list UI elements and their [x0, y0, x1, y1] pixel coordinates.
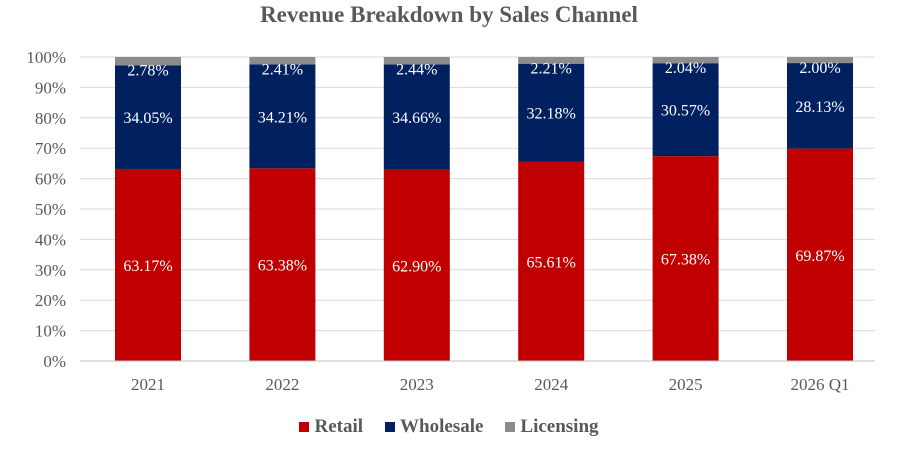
legend-item-wholesale: Wholesale	[385, 416, 483, 438]
bar-licensing	[115, 57, 181, 66]
y-tick-label: 10%	[35, 322, 66, 341]
data-label-licensing: 2.78%	[127, 62, 168, 79]
bar-retail	[249, 168, 316, 361]
y-tick-label: 20%	[35, 291, 66, 310]
bar-wholesale	[787, 63, 853, 149]
legend-label-retail: Retail	[314, 416, 364, 437]
legend-swatch-retail	[299, 422, 310, 432]
data-label-wholesale: 34.21%	[258, 109, 307, 126]
bar-retail	[383, 169, 450, 361]
bar-retail	[115, 168, 181, 361]
x-tick-label: 2025	[669, 375, 703, 394]
bar-retail	[787, 148, 853, 361]
legend-item-retail: Retail	[299, 416, 363, 438]
y-tick-label: 70%	[35, 139, 66, 158]
y-tick-label: 30%	[35, 261, 66, 280]
data-label-retail: 62.90%	[392, 258, 441, 275]
data-label-wholesale: 34.05%	[123, 110, 172, 127]
y-tick-label: 80%	[35, 109, 66, 128]
data-label-licensing: 2.44%	[396, 61, 437, 78]
legend-swatch-wholesale	[385, 422, 396, 432]
data-label-retail: 63.17%	[123, 258, 172, 275]
legend-label-licensing: Licensing	[520, 416, 599, 437]
data-label-wholesale: 28.13%	[795, 99, 844, 116]
bar-licensing	[787, 57, 853, 64]
legend-swatch-licensing	[505, 422, 516, 432]
y-tick-label: 60%	[35, 170, 66, 189]
chart-title: Revenue Breakdown by Sales Channel	[260, 2, 638, 27]
data-label-wholesale: 32.18%	[527, 106, 576, 123]
bar-wholesale	[652, 63, 719, 157]
bar-wholesale	[115, 65, 181, 169]
bar-licensing	[518, 57, 585, 64]
bar-licensing	[652, 57, 719, 64]
x-tick-label: 2024	[534, 375, 569, 394]
legend-label-wholesale: Wholesale	[400, 416, 484, 437]
data-label-licensing: 2.04%	[665, 60, 706, 77]
data-label-wholesale: 30.57%	[661, 103, 710, 120]
y-tick-label: 40%	[35, 230, 66, 249]
x-tick-label: 2022	[265, 375, 299, 394]
bar-retail	[518, 161, 585, 361]
y-tick-label: 100%	[26, 48, 66, 67]
data-label-licensing: 2.21%	[531, 61, 572, 78]
data-label-licensing: 2.00%	[799, 60, 840, 77]
data-label-wholesale: 34.66%	[392, 110, 441, 127]
data-label-retail: 65.61%	[527, 254, 576, 271]
x-tick-label: 2021	[131, 375, 165, 394]
legend: Retail Wholesale Licensing	[0, 416, 898, 438]
y-tick-label: 50%	[35, 200, 66, 219]
y-tick-label: 90%	[35, 78, 66, 97]
bar-wholesale	[383, 64, 450, 170]
x-tick-label: 2023	[400, 375, 434, 394]
bar-licensing	[249, 57, 316, 65]
bar-wholesale	[518, 63, 585, 162]
bar-wholesale	[249, 64, 316, 169]
legend-item-licensing: Licensing	[505, 416, 599, 438]
bar-licensing	[383, 57, 450, 65]
bar-retail	[652, 156, 719, 361]
data-label-retail: 69.87%	[795, 248, 844, 265]
data-label-retail: 63.38%	[258, 258, 307, 275]
x-tick-label: 2026 Q1	[790, 375, 849, 394]
data-label-retail: 67.38%	[661, 252, 710, 269]
data-label-licensing: 2.41%	[262, 61, 303, 78]
y-tick-label: 0%	[43, 352, 66, 371]
